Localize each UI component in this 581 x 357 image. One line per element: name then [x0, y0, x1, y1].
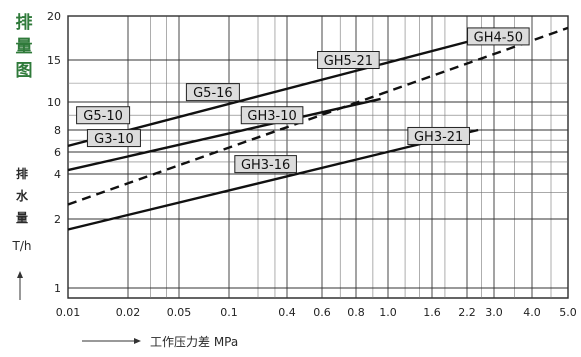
- series-label-g5-16: G5-16: [185, 83, 240, 102]
- y-axis-label: 排水量 T/h: [12, 166, 32, 253]
- series-line-1: [67, 97, 381, 172]
- series-label-gh4-50: GH4-50: [467, 27, 530, 45]
- x-axis-arrow-icon: [82, 338, 141, 344]
- series-label-text-5: GH4-50: [474, 30, 523, 45]
- y-tick-label-0: 1: [54, 282, 61, 295]
- x-tick-label-11: 4.0: [523, 306, 541, 319]
- series-label-text-1: G3-10: [94, 132, 134, 147]
- x-axis-label: 工作压力差 MPa: [150, 335, 238, 349]
- y-axis-arrow-icon: [17, 271, 23, 300]
- series-label-g5-10: G5-10: [76, 106, 131, 125]
- series-label-gh3-10: GH3-10: [240, 106, 304, 125]
- series-label-gh5-21: GH5-21: [317, 51, 380, 69]
- series-label-text-3: GH3-10: [247, 109, 296, 124]
- y-tick-label-4: 8: [54, 124, 61, 137]
- x-tick-label-5: 0.6: [313, 306, 331, 319]
- x-tick-label-10: 3.0: [485, 306, 503, 319]
- series-lines: [67, 26, 569, 231]
- x-tick-label-9: 2.2: [458, 306, 476, 319]
- x-tick-label-1: 0.02: [116, 306, 141, 319]
- x-tick-label-6: 0.8: [347, 306, 365, 319]
- x-tick-labels: 0.01 0.02 0.05 0.1 0.4 0.6 0.8 1.0 1.6 2.2 3.0 4.0 5…: [56, 306, 577, 319]
- series-label-gh3-16: GH3-16: [234, 155, 297, 174]
- x-tick-label-8: 1.6: [423, 306, 441, 319]
- series-label-text-2: G5-16: [193, 86, 233, 101]
- x-tick-label-0: 0.01: [56, 306, 81, 319]
- x-tick-label-12: 5.0: [559, 306, 577, 319]
- x-tick-label-4: 0.4: [278, 306, 296, 319]
- series-label-text-6: GH3-21: [414, 130, 463, 145]
- y-tick-label-3: 6: [54, 146, 61, 159]
- x-tick-label-7: 1.0: [379, 306, 397, 319]
- series-label-text-7: GH3-16: [241, 158, 290, 173]
- vertical-grid: [67, 15, 569, 299]
- x-tick-label-2: 0.05: [167, 306, 192, 319]
- y-tick-labels: 1 2 4 6 8 10 15 20: [47, 10, 61, 295]
- series-label-gh3-21: GH3-21: [407, 126, 470, 145]
- y-tick-label-7: 20: [47, 10, 61, 23]
- chart-title: 排量图: [16, 12, 33, 81]
- series-labels: G5-10 G3-10 G5-16 GH3-10 GH5-21 GH4-50 GH3-21 G…: [76, 27, 530, 174]
- y-tick-label-2: 4: [54, 168, 61, 181]
- series-line-3: [67, 128, 479, 231]
- x-tick-label-3: 0.1: [220, 306, 238, 319]
- series-label-g3-10: G3-10: [86, 129, 141, 148]
- y-tick-label-5: 10: [47, 96, 61, 109]
- series-label-text-0: G5-10: [83, 109, 123, 124]
- series-line-2: [67, 26, 569, 206]
- y-tick-label-1: 2: [54, 213, 61, 226]
- series-label-text-4: GH5-21: [324, 54, 373, 69]
- y-tick-label-6: 15: [47, 54, 61, 67]
- series-line-0: [67, 39, 472, 148]
